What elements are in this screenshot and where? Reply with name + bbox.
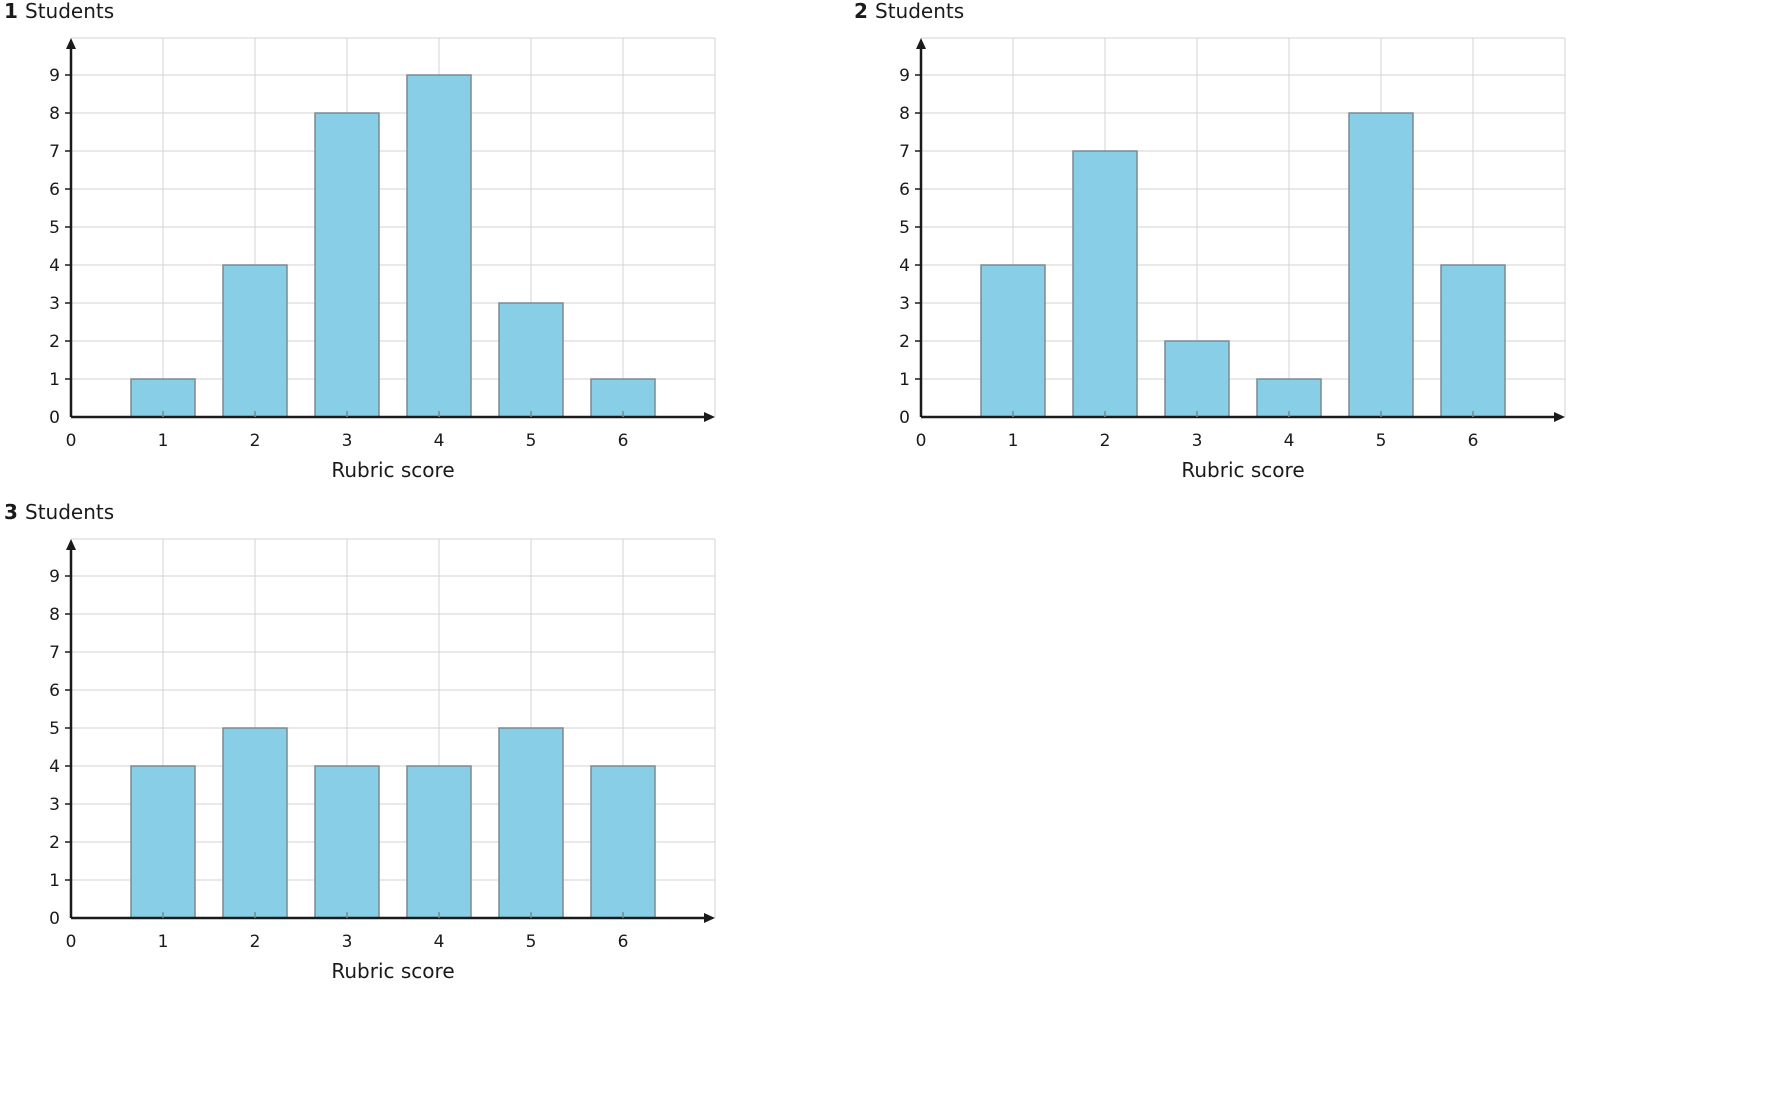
- y-tick-label: 2: [899, 332, 910, 352]
- y-tick-label: 3: [49, 294, 60, 314]
- y-tick-label: 4: [899, 256, 910, 276]
- y-tick-label: 8: [49, 104, 60, 124]
- x-tick-label: 5: [1376, 431, 1387, 451]
- y-tick-label: 6: [49, 180, 60, 200]
- y-tick-label: 1: [49, 370, 60, 390]
- y-tick-label: 4: [49, 757, 60, 777]
- y-tick-label: 7: [49, 643, 60, 663]
- chart-panel-3: 0 1 2 3 4 5 6 7 8 9 0 1 2 3 4 5 6 Rubric score 3 Students: [0, 500, 820, 1001]
- y-tick-label: 5: [899, 218, 910, 238]
- bar-score-3: [1164, 340, 1230, 418]
- x-tick-label: 6: [1468, 431, 1479, 451]
- bar-chart-3: 0 1 2 3 4 5 6 7 8 9 0 1 2 3 4 5 6 Rubric score 3 Students: [4, 500, 716, 983]
- y-tick-label: 0: [49, 408, 60, 428]
- y-tick-label: 9: [899, 66, 910, 86]
- chart-panel-1: 0 1 2 3 4 5 6 7 8 9 0 1 2 3 4 5 6 Rubric score 1 Students: [0, 0, 820, 500]
- x-axis-arrow: [1554, 412, 1565, 422]
- y-tick-label: 7: [49, 142, 60, 162]
- y-tick-label: 8: [49, 605, 60, 625]
- grid: [71, 38, 716, 417]
- bar-score-3: [314, 765, 380, 919]
- x-tick-label: 6: [618, 431, 629, 451]
- y-tick-label: 2: [49, 332, 60, 352]
- x-axis-label: Rubric score: [331, 959, 454, 983]
- bar-score-2: [222, 727, 288, 919]
- y-tick-label: 9: [49, 66, 60, 86]
- x-tick-label: 2: [1100, 431, 1111, 451]
- y-tick-label: 5: [49, 719, 60, 739]
- bar-score-1: [130, 765, 196, 919]
- y-tick-label: 7: [899, 142, 910, 162]
- panel-number: 3: [4, 500, 18, 524]
- bar-score-4: [406, 765, 472, 919]
- bar-chart-2: 0 1 2 3 4 5 6 7 8 9 0 1 2 3 4 5 6 Rubric score 2 Students: [854, 0, 1566, 482]
- bar-score-6: [590, 765, 656, 919]
- bar-score-2: [222, 264, 288, 418]
- bar-score-6: [1440, 264, 1506, 418]
- x-tick-label: 3: [1192, 431, 1203, 451]
- y-tick-label: 2: [49, 833, 60, 853]
- y-tick-label: 0: [49, 909, 60, 929]
- y-axis-label: Students: [875, 0, 964, 23]
- bar-chart-1: 0 1 2 3 4 5 6 7 8 9 0 1 2 3 4 5 6 Rubric score 1 Students: [4, 0, 716, 482]
- x-tick-label: 1: [158, 932, 169, 952]
- y-axis-label: Students: [25, 0, 114, 23]
- x-tick-label: 4: [1284, 431, 1295, 451]
- bar-score-2: [1072, 150, 1138, 418]
- x-tick-label: 1: [158, 431, 169, 451]
- bar-score-5: [1348, 112, 1414, 418]
- y-axis-arrow: [916, 38, 926, 49]
- y-tick-label: 3: [49, 795, 60, 815]
- x-tick-label: 2: [250, 431, 261, 451]
- bar-score-4: [406, 74, 472, 418]
- x-tick-label: 4: [434, 431, 445, 451]
- x-axis-arrow: [704, 412, 715, 422]
- x-axis-label: Rubric score: [331, 458, 454, 482]
- x-tick-label: 3: [342, 431, 353, 451]
- y-axis-arrow: [66, 539, 76, 550]
- x-tick-label: 4: [434, 932, 445, 952]
- x-tick-label: 5: [526, 932, 537, 952]
- y-tick-label: 0: [899, 408, 910, 428]
- bar-score-6: [590, 378, 656, 418]
- x-tick-label: 3: [342, 932, 353, 952]
- y-axis-label: Students: [25, 500, 114, 524]
- y-tick-label: 6: [899, 180, 910, 200]
- y-tick-label: 1: [49, 871, 60, 891]
- x-axis-label: Rubric score: [1181, 458, 1304, 482]
- bar-score-3: [314, 112, 380, 418]
- x-tick-label: 0: [66, 431, 77, 451]
- bar-score-4: [1256, 378, 1322, 418]
- y-tick-label: 5: [49, 218, 60, 238]
- bar-score-1: [980, 264, 1046, 418]
- panel-number: 2: [854, 0, 868, 23]
- x-tick-label: 0: [66, 932, 77, 952]
- bar-score-5: [498, 302, 564, 418]
- y-tick-label: 8: [899, 104, 910, 124]
- x-tick-label: 5: [526, 431, 537, 451]
- panel-number: 1: [4, 0, 18, 23]
- bar-score-5: [498, 727, 564, 919]
- chart-panel-2: 0 1 2 3 4 5 6 7 8 9 0 1 2 3 4 5 6 Rubric score 2 Students: [850, 0, 1670, 500]
- x-tick-label: 2: [250, 932, 261, 952]
- y-tick-label: 4: [49, 256, 60, 276]
- x-tick-label: 0: [916, 431, 927, 451]
- y-tick-label: 3: [899, 294, 910, 314]
- y-tick-label: 6: [49, 681, 60, 701]
- y-tick-label: 1: [899, 370, 910, 390]
- x-axis-arrow: [704, 913, 715, 923]
- x-tick-label: 6: [618, 932, 629, 952]
- x-tick-label: 1: [1008, 431, 1019, 451]
- y-tick-label: 9: [49, 567, 60, 587]
- y-axis-arrow: [66, 38, 76, 49]
